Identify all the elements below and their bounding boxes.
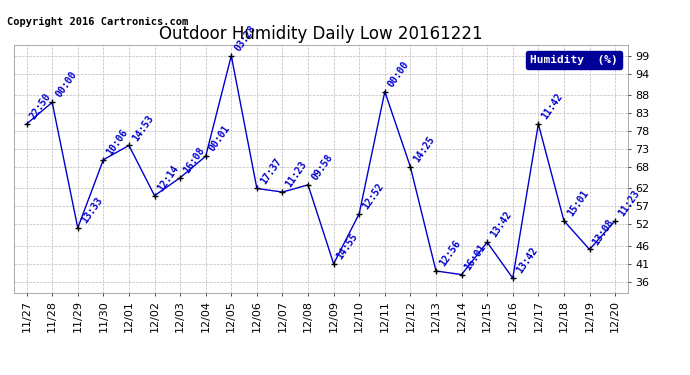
Text: 13:42: 13:42 [514,246,539,275]
Legend: Humidity  (%): Humidity (%) [526,51,622,69]
Text: 15:01: 15:01 [565,188,591,218]
Text: 12:14: 12:14 [156,163,181,193]
Text: 16:08: 16:08 [181,145,206,175]
Text: 00:00: 00:00 [54,70,79,100]
Text: 03:28: 03:28 [233,23,258,53]
Text: 13:08: 13:08 [591,217,616,247]
Text: 14:55: 14:55 [335,231,360,261]
Title: Outdoor Humidity Daily Low 20161221: Outdoor Humidity Daily Low 20161221 [159,26,483,44]
Text: 11:23: 11:23 [616,188,642,218]
Text: 10:06: 10:06 [105,127,130,157]
Text: 09:58: 09:58 [309,152,335,182]
Text: 17:37: 17:37 [258,156,284,186]
Text: 16:01: 16:01 [463,242,488,272]
Text: 14:53: 14:53 [130,113,155,142]
Text: 00:00: 00:00 [386,59,411,89]
Text: 12:52: 12:52 [361,181,386,211]
Text: 12:56: 12:56 [437,238,462,268]
Text: 22:50: 22:50 [28,92,53,121]
Text: 13:33: 13:33 [79,195,104,225]
Text: 14:25: 14:25 [412,134,437,164]
Text: 11:23: 11:23 [284,159,309,189]
Text: 13:42: 13:42 [489,210,513,240]
Text: Copyright 2016 Cartronics.com: Copyright 2016 Cartronics.com [7,17,188,27]
Text: 00:01: 00:01 [207,124,232,153]
Text: 11:42: 11:42 [540,92,565,121]
